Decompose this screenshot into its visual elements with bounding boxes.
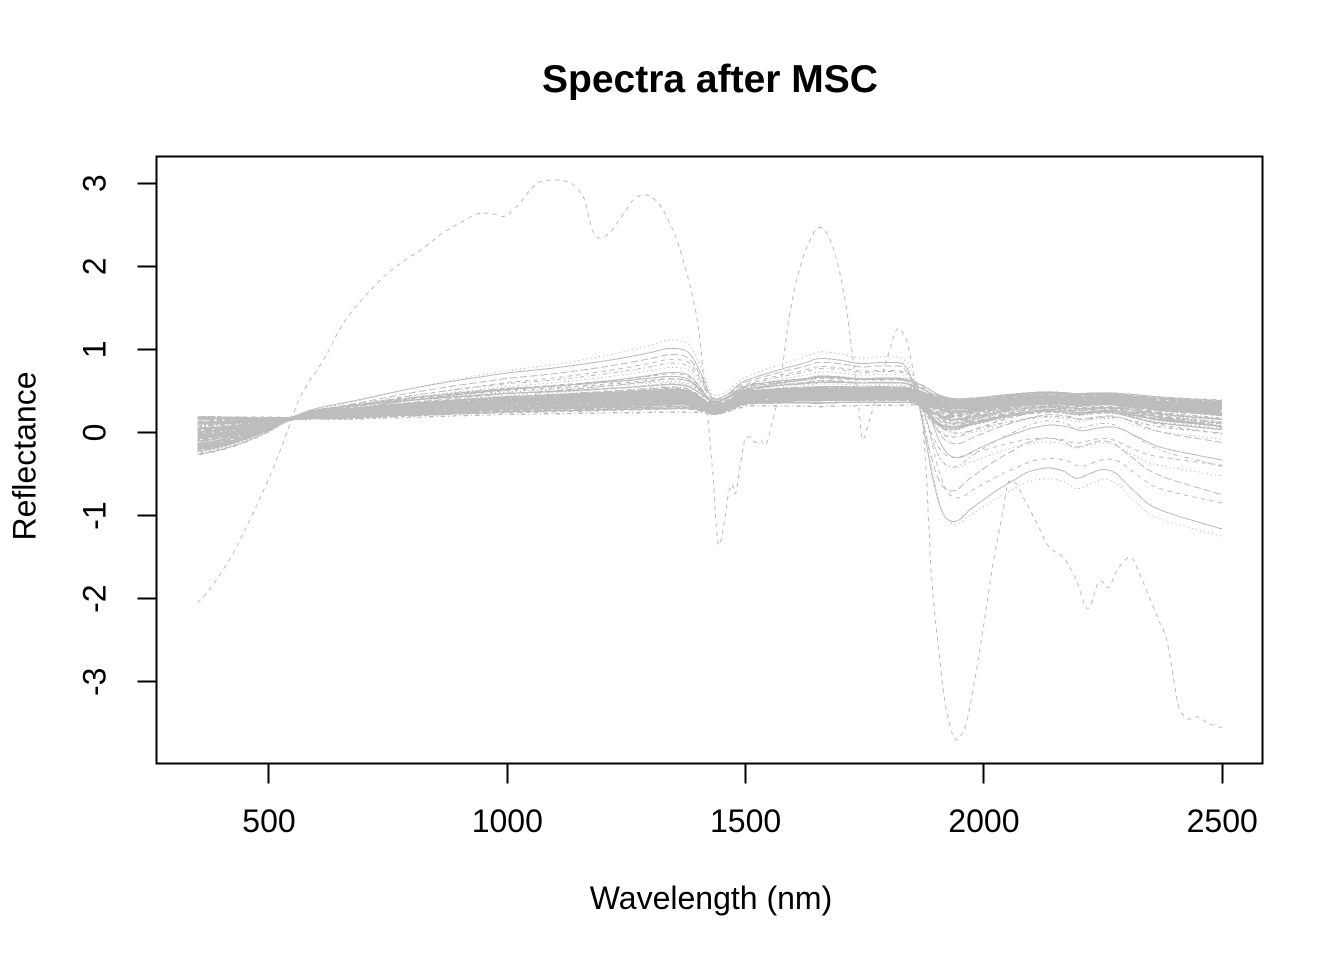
svg-text:500: 500 <box>242 803 295 839</box>
svg-text:Wavelength (nm): Wavelength (nm) <box>590 880 832 916</box>
svg-text:1500: 1500 <box>710 803 781 839</box>
svg-text:1: 1 <box>77 341 113 359</box>
svg-text:-2: -2 <box>77 584 113 612</box>
svg-text:Reflectance: Reflectance <box>7 372 43 541</box>
svg-text:1000: 1000 <box>472 803 543 839</box>
svg-text:2: 2 <box>77 257 113 275</box>
svg-text:Spectra after MSC: Spectra after MSC <box>542 58 878 101</box>
svg-text:0: 0 <box>77 424 113 442</box>
svg-text:2000: 2000 <box>948 803 1019 839</box>
svg-text:-3: -3 <box>77 668 113 696</box>
svg-text:3: 3 <box>77 174 113 192</box>
svg-text:-1: -1 <box>77 501 113 529</box>
svg-text:2500: 2500 <box>1187 803 1258 839</box>
